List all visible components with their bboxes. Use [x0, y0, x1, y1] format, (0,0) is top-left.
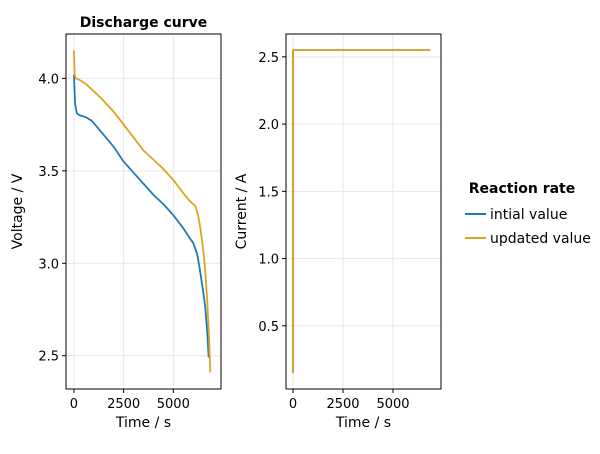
voltage-xtick-label-0: 0 — [70, 397, 78, 412]
current-grid — [286, 34, 441, 389]
current-ytick-label-1: 1.0 — [258, 253, 279, 268]
current-plot-frame — [285, 33, 442, 390]
voltage-grid — [66, 34, 221, 389]
voltage-series-group — [73, 50, 212, 373]
voltage-panel-title: Discharge curve — [80, 15, 208, 31]
current-ytick-label-0: 0.5 — [258, 320, 279, 335]
voltage-xtick-label-1: 2500 — [107, 397, 140, 412]
voltage-plot-frame — [65, 33, 222, 390]
current-y-axis-label: Current / A — [234, 173, 250, 249]
current-panel: 0 2500 5000 0.5 1.0 1.5 2.0 2.5 Time / s Curren… — [234, 33, 442, 431]
voltage-series-initial — [73, 74, 210, 358]
current-ticks: 0 2500 5000 0.5 1.0 1.5 2.0 2.5 — [258, 51, 409, 412]
current-xtick-label-2: 5000 — [376, 397, 409, 412]
voltage-x-axis-label: Time / s — [115, 415, 171, 431]
current-ytick-label-3: 2.0 — [258, 118, 279, 133]
voltage-ticks: 0 2500 5000 2.5 3.0 3.5 4.0 — [38, 72, 190, 412]
legend-label-initial: intial value — [490, 207, 567, 223]
voltage-y-axis-label: Voltage / V — [10, 173, 26, 249]
current-x-axis-label: Time / s — [335, 415, 391, 431]
current-ytick-label-2: 1.5 — [258, 185, 279, 200]
current-series-initial — [292, 49, 431, 373]
legend-label-updated: updated value — [490, 231, 591, 247]
voltage-panel: 0 2500 5000 2.5 3.0 3.5 4.0 Discharge curve Ti… — [10, 15, 222, 431]
voltage-ytick-label-0: 2.5 — [38, 350, 59, 365]
legend: Reaction rate intial value updated value — [465, 181, 591, 247]
voltage-xtick-label-2: 5000 — [157, 397, 190, 412]
voltage-ytick-label-3: 4.0 — [38, 72, 59, 87]
current-xtick-label-1: 2500 — [326, 397, 359, 412]
legend-title: Reaction rate — [469, 181, 576, 197]
voltage-ytick-label-1: 3.0 — [38, 257, 59, 272]
voltage-ytick-label-2: 3.5 — [38, 165, 59, 180]
current-series-updated — [292, 49, 431, 373]
legend-entry-initial: intial value — [465, 207, 567, 223]
voltage-series-updated — [73, 50, 212, 373]
current-series-group — [292, 49, 431, 373]
legend-entry-updated: updated value — [465, 231, 591, 247]
current-xtick-label-0: 0 — [289, 397, 297, 412]
current-ytick-label-4: 2.5 — [258, 51, 279, 66]
